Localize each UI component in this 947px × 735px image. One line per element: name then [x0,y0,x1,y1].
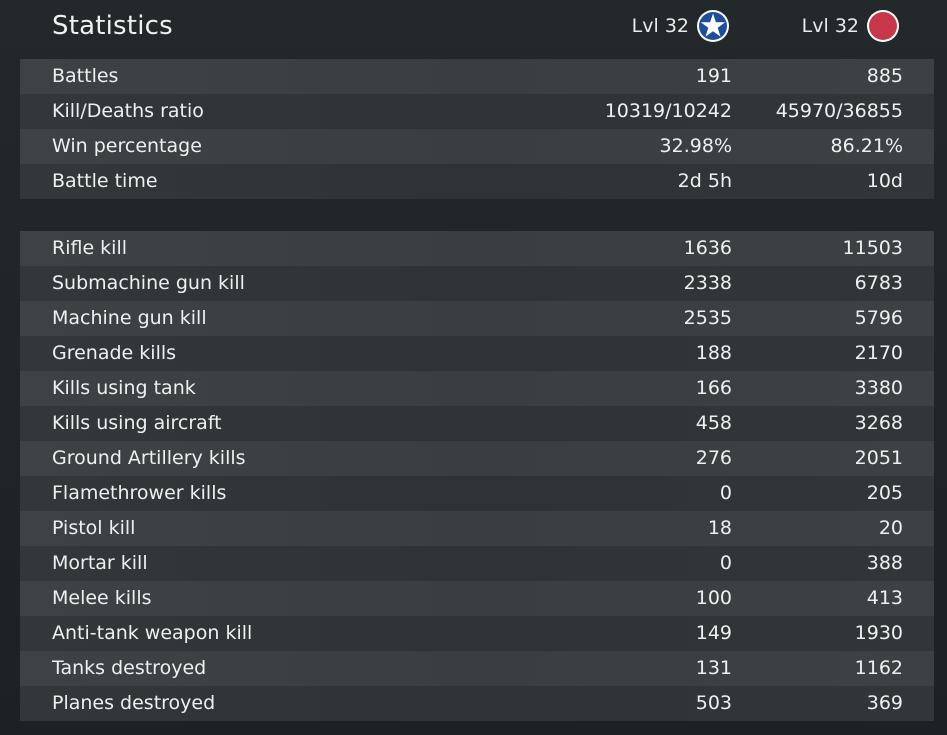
stat-label: Anti-tank weapon kill [52,622,253,644]
stat-label: Grenade kills [52,342,177,364]
allies-level-label: Lvl 32 [631,15,689,37]
stat-row: Battle time 2d 5h 10d [20,164,934,199]
stat-row: Flamethrower kills 0 205 [20,476,934,511]
allies-stat-value: 100 [695,587,732,609]
stat-label: Kill/Deaths ratio [52,100,204,122]
allies-stat-value: 10319/10242 [604,100,732,122]
axis-stat-value: 45970/36855 [775,100,903,122]
stat-row: Kill/Deaths ratio 10319/10242 45970/36855 [20,94,934,129]
allies-stat-value: 32.98% [659,135,732,157]
stat-row: Mortar kill 0 388 [20,546,934,581]
axis-stat-value: 388 [866,552,903,574]
allies-stat-value: 2535 [683,307,732,329]
stat-label: Kills using aircraft [52,412,222,434]
general-stats-table: Battles 191 885 Kill/Deaths ratio 10319/1024… [20,59,934,199]
stat-row: Win percentage 32.98% 86.21% [20,129,934,164]
axis-stat-value: 885 [866,65,903,87]
allies-stat-value: 18 [707,517,732,539]
allies-stat-value: 2d 5h [677,170,732,192]
stat-row: Planes destroyed 503 369 [20,686,934,721]
kill-stats-table: Rifle kill 1636 11503 Submachine gun kill 23… [20,231,934,721]
stat-row: Anti-tank weapon kill 149 1930 [20,616,934,651]
axis-stat-value: 6783 [854,272,903,294]
stat-label: Machine gun kill [52,307,207,329]
stat-row: Machine gun kill 2535 5796 [20,301,934,336]
axis-stat-value: 10d [866,170,903,192]
axis-stat-value: 86.21% [830,135,903,157]
axis-stat-value: 1162 [854,657,903,679]
stat-label: Ground Artillery kills [52,447,246,469]
allies-stat-value: 149 [695,622,732,644]
allies-stat-value: 0 [719,482,732,504]
allies-stat-value: 1636 [683,237,732,259]
allies-stat-value: 191 [695,65,732,87]
statistics-header: Statistics Lvl 32 Lvl 32 [0,0,947,58]
axis-stat-value: 2051 [854,447,903,469]
allies-team-header: Lvl 32 [560,8,730,44]
stat-label: Planes destroyed [52,692,216,714]
stat-label: Win percentage [52,135,202,157]
page-title: Statistics [52,11,173,41]
stat-label: Mortar kill [52,552,148,574]
allies-stat-value: 188 [695,342,732,364]
axis-stat-value: 1930 [854,622,903,644]
axis-stat-value: 369 [866,692,903,714]
axis-red-circle-icon [867,10,899,42]
stat-row: Kills using tank 166 3380 [20,371,934,406]
allies-star-icon [697,10,729,42]
axis-stat-value: 3380 [854,377,903,399]
axis-stat-value: 413 [866,587,903,609]
allies-stat-value: 276 [695,447,732,469]
stat-row: Tanks destroyed 131 1162 [20,651,934,686]
stat-label: Battles [52,65,119,87]
stat-label: Flamethrower kills [52,482,227,504]
allies-stat-value: 0 [719,552,732,574]
stat-row: Submachine gun kill 2338 6783 [20,266,934,301]
stat-label: Battle time [52,170,158,192]
axis-stat-value: 5796 [854,307,903,329]
axis-stat-value: 3268 [854,412,903,434]
stat-row: Rifle kill 1636 11503 [20,231,934,266]
allies-stat-value: 166 [695,377,732,399]
stat-row: Battles 191 885 [20,59,934,94]
stat-label: Melee kills [52,587,152,609]
axis-stat-value: 205 [866,482,903,504]
stat-label: Pistol kill [52,517,136,539]
stat-label: Rifle kill [52,237,128,259]
allies-stat-value: 458 [695,412,732,434]
allies-stat-value: 503 [695,692,732,714]
allies-stat-value: 2338 [683,272,732,294]
allies-stat-value: 131 [695,657,732,679]
axis-team-header: Lvl 32 [740,8,900,44]
axis-stat-value: 2170 [854,342,903,364]
stat-row: Melee kills 100 413 [20,581,934,616]
stat-label: Submachine gun kill [52,272,245,294]
stat-label: Kills using tank [52,377,196,399]
stat-label: Tanks destroyed [52,657,207,679]
stat-row: Kills using aircraft 458 3268 [20,406,934,441]
axis-stat-value: 11503 [842,237,903,259]
axis-stat-value: 20 [878,517,903,539]
stat-row: Pistol kill 18 20 [20,511,934,546]
axis-level-label: Lvl 32 [801,15,859,37]
stat-row: Grenade kills 188 2170 [20,336,934,371]
stat-row: Ground Artillery kills 276 2051 [20,441,934,476]
